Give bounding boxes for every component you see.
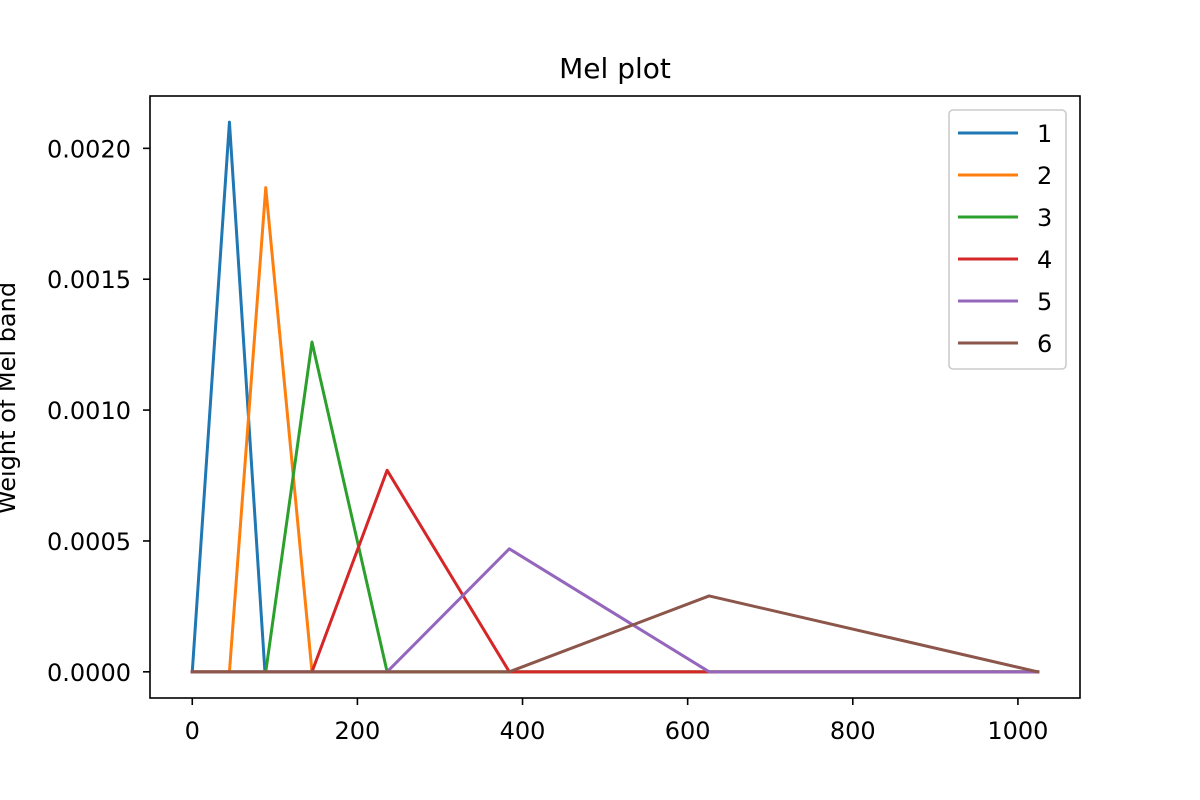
series-layer [190, 120, 1040, 674]
legend: 1 2 3 4 5 6 [948, 109, 1067, 370]
y-tick-label: 0.0000 [47, 659, 131, 687]
y-axis: 0.0000 0.0005 0.0010 0.0015 0.0020 [47, 135, 150, 687]
x-tick-label: 0 [185, 717, 200, 745]
legend-label-6: 6 [1037, 330, 1052, 358]
y-tick-label: 0.0005 [47, 528, 131, 556]
x-tick-label: 600 [665, 717, 711, 745]
legend-label-4: 4 [1037, 246, 1052, 274]
x-tick-label: 400 [500, 717, 546, 745]
legend-label-2: 2 [1037, 162, 1052, 190]
x-tick-label: 800 [830, 717, 876, 745]
legend-label-3: 3 [1037, 204, 1052, 232]
legend-label-1: 1 [1037, 120, 1052, 148]
chart-title: Mel plot [559, 52, 671, 85]
plot-area [149, 95, 1081, 699]
x-tick-label: 200 [334, 717, 380, 745]
legend-label-5: 5 [1037, 288, 1052, 316]
y-tick-label: 0.0015 [47, 266, 131, 294]
y-tick-label: 0.0020 [47, 135, 131, 163]
y-tick-label: 0.0010 [47, 397, 131, 425]
y-axis-label: Weight of Mel band [0, 282, 21, 514]
x-tick-label: 1000 [987, 717, 1048, 745]
x-axis: 0 200 400 600 800 1000 [185, 698, 1048, 745]
plot-background [150, 96, 1080, 698]
series-line-6 [190, 594, 1040, 674]
axes-frame [149, 95, 1081, 699]
